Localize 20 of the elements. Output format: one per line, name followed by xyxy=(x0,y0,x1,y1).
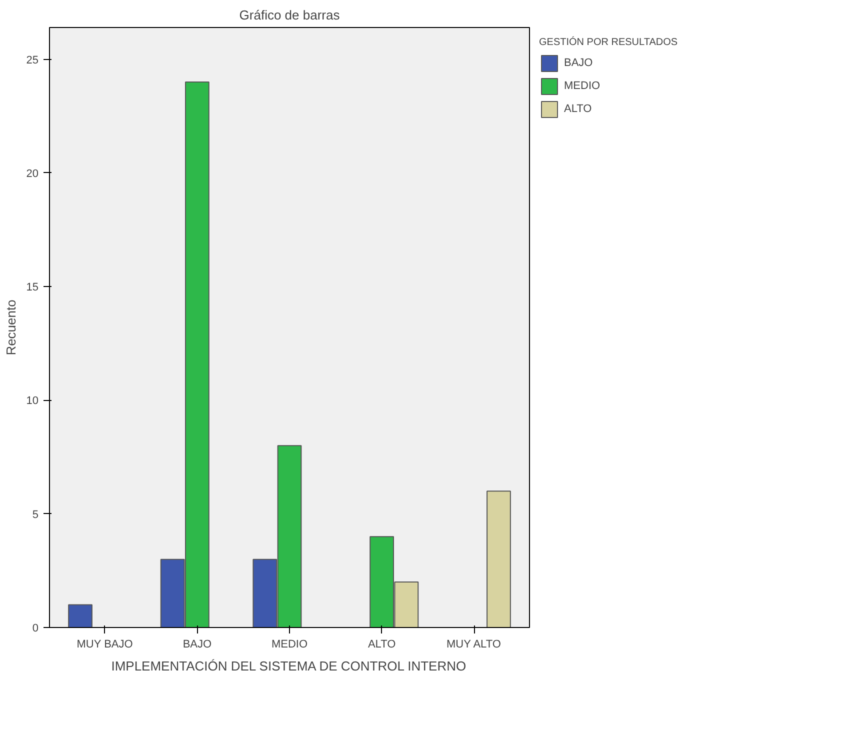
legend-label: MEDIO xyxy=(564,80,600,92)
legend-title: GESTIÓN POR RESULTADOS xyxy=(539,37,678,48)
x-tick-label: BAJO xyxy=(182,638,212,650)
chart-title: Gráfico de barras xyxy=(239,8,340,22)
x-tick-label: MEDIO xyxy=(271,638,308,650)
legend-label: BAJO xyxy=(564,57,593,69)
x-tick-label: MUY BAJO xyxy=(76,638,134,650)
bar xyxy=(486,490,511,628)
y-tick-label: 10 xyxy=(26,395,39,408)
y-tick-label: 15 xyxy=(26,282,39,294)
x-tick-label: MUY ALTO xyxy=(446,638,502,650)
y-tick-label: 5 xyxy=(32,508,39,521)
x-axis-title: IMPLEMENTACIÓN DEL SISTEMA DE CONTROL INTERNO xyxy=(111,658,466,674)
y-tick-label: 25 xyxy=(26,54,39,66)
legend-label: ALTO xyxy=(564,103,592,115)
y-axis-title: Recuento xyxy=(3,300,18,356)
y-tick-label: 20 xyxy=(26,168,39,180)
x-tick-label: ALTO xyxy=(368,638,396,650)
y-tick-label: 0 xyxy=(32,622,39,634)
bar xyxy=(68,604,92,628)
